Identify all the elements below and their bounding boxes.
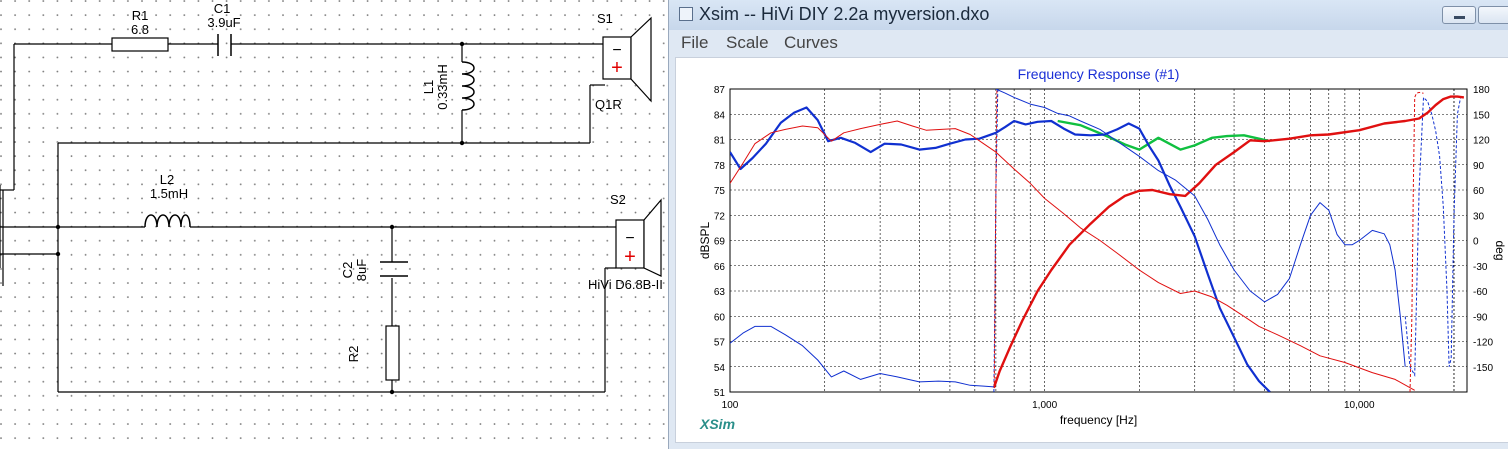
y2-axis-label: deg — [1493, 240, 1507, 260]
y-tick-label: 54 — [714, 363, 726, 374]
y-tick-label: 63 — [714, 287, 726, 298]
s1-name-label: S1 — [597, 11, 613, 26]
response-curve-blue — [995, 89, 1406, 367]
l2-value-label: 1.5mH — [150, 186, 188, 201]
y-tick-label: 57 — [714, 338, 726, 349]
schematic-wires — [0, 43, 606, 393]
l2-name-label: L2 — [160, 172, 174, 187]
y-tick-label: 69 — [714, 237, 726, 248]
window-title: Xsim -- HiVi DIY 2.2a myversion.dxo — [699, 4, 990, 24]
y2-tick-label: 180 — [1473, 85, 1490, 96]
c1-name-label: C1 — [214, 1, 231, 16]
resistor-r2[interactable] — [385, 325, 400, 381]
y-tick-label: 81 — [714, 136, 726, 147]
speaker-s1[interactable]: − + — [602, 16, 652, 103]
response-curve-red — [730, 120, 1415, 391]
y-tick-label: 72 — [714, 211, 726, 222]
y2-tick-label: 120 — [1473, 136, 1490, 147]
series-group — [730, 89, 1465, 392]
capacitor-c1[interactable] — [217, 34, 232, 56]
menu-file[interactable]: File — [681, 33, 709, 52]
y2-tick-label: 0 — [1473, 237, 1479, 248]
y2-tick-label: -150 — [1473, 363, 1493, 374]
l1-name-label: L1 — [421, 80, 436, 94]
y2-tick-label: 90 — [1473, 161, 1485, 172]
y-tick-label: 75 — [714, 186, 726, 197]
chart-title: Frequency Response (#1) — [1018, 66, 1180, 82]
menu-bar: File Scale Curves — [669, 30, 1508, 56]
y-tick-label: 78 — [714, 161, 726, 172]
y-tick-label: 66 — [714, 262, 726, 273]
y2-tick-label: 150 — [1473, 110, 1490, 121]
menu-scale[interactable]: Scale — [726, 33, 769, 52]
c2-name-label: C2 — [340, 262, 355, 279]
maximize-button[interactable] — [1478, 6, 1508, 24]
c1-value-label: 3.9uF — [207, 15, 240, 30]
capacitor-c2[interactable] — [380, 261, 408, 277]
xsim-window: Xsim -- HiVi DIY 2.2a myversion.dxo File… — [668, 0, 1508, 449]
phase-curve-blue — [1404, 96, 1464, 378]
y2-tick-label: -30 — [1473, 262, 1488, 273]
inductor-l1[interactable] — [461, 61, 475, 111]
x-tick-label: 1,000 — [1032, 400, 1057, 411]
r2-name-label: R2 — [346, 346, 361, 363]
y2-tick-label: 30 — [1473, 211, 1485, 222]
x-tick-label: 100 — [722, 400, 739, 411]
c2-value-label: 8uF — [354, 259, 369, 281]
minimize-button[interactable] — [1442, 6, 1476, 24]
x-tick-label: 10,000 — [1344, 400, 1375, 411]
s2-name-label: S2 — [610, 192, 626, 207]
schematic-junctions — [55, 41, 465, 395]
chart-panel: 87 84 81 78 75 72 69 66 63 60 57 54 51 180 150 120 90 60 3… — [675, 57, 1508, 443]
frequency-response-chart[interactable]: 87 84 81 78 75 72 69 66 63 60 57 54 51 180 150 120 90 60 3… — [676, 58, 1508, 442]
svg-text:+: + — [611, 57, 623, 79]
response-curve-green — [1057, 119, 1271, 151]
y2-tick-label: -90 — [1473, 312, 1488, 323]
phase-curve-red — [993, 89, 998, 384]
menu-curves[interactable]: Curves — [784, 33, 838, 52]
y-tick-label: 51 — [714, 388, 726, 399]
inductor-l2[interactable] — [144, 214, 191, 228]
svg-text:+: + — [624, 246, 636, 268]
response-curve-blue — [730, 106, 1271, 392]
x-axis-label: frequency [Hz] — [1060, 413, 1137, 427]
crossover-schematic: R1 6.8 C1 3.9uF L1 0.33mH − + S1 Q1R L2 … — [0, 0, 668, 449]
y2-tick-label: 60 — [1473, 186, 1485, 197]
r1-value-label: 6.8 — [131, 22, 149, 37]
phase-curve-red — [1409, 91, 1424, 392]
app-icon[interactable] — [679, 7, 693, 21]
s1-driver-label: Q1R — [595, 97, 622, 112]
resistor-r1[interactable] — [111, 37, 169, 52]
y2-tick-label: -120 — [1473, 338, 1493, 349]
svg-text:−: − — [625, 230, 634, 247]
response-curve-red — [992, 95, 1465, 389]
y-tick-label: 84 — [714, 110, 726, 121]
r1-name-label: R1 — [132, 8, 149, 23]
title-bar[interactable]: Xsim -- HiVi DIY 2.2a myversion.dxo — [669, 0, 1508, 30]
y-tick-label: 60 — [714, 312, 726, 323]
svg-text:−: − — [612, 42, 621, 59]
response-curve-blue — [730, 325, 994, 388]
speaker-s2[interactable]: − + — [615, 198, 662, 277]
y2-tick-label: -60 — [1473, 287, 1488, 298]
xsim-watermark: XSim — [699, 416, 735, 432]
l1-value-label: 0.33mH — [435, 64, 450, 110]
y-tick-label: 87 — [714, 85, 726, 96]
s2-driver-label: HiVi D6.8B-II — [588, 277, 663, 292]
y-axis-label: dBSPL — [698, 221, 712, 259]
